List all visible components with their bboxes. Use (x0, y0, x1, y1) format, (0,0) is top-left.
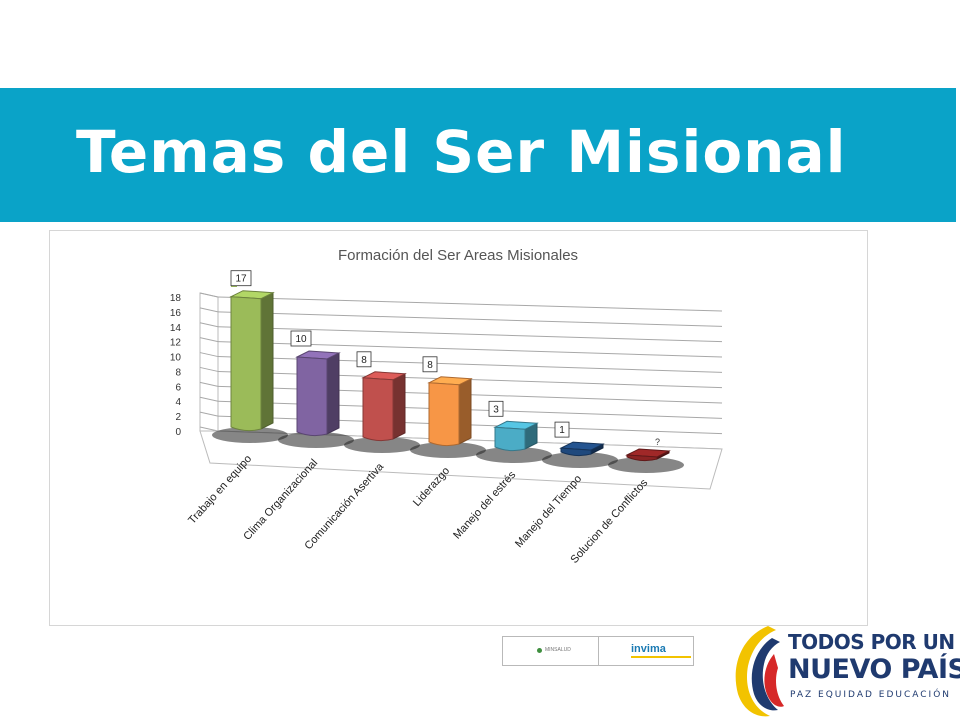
bar-6 (560, 447, 592, 457)
page-title: Temas del Ser Misional (76, 118, 847, 186)
bar-shadow (212, 427, 288, 443)
side-wall (199, 292, 219, 432)
gridline (217, 326, 723, 343)
y-tick-label: 2 (175, 412, 181, 423)
y-tick-label: 0 (175, 427, 181, 438)
government-brand: TODOS POR UN NUEVO PAÍS PAZ EQUIDAD EDUC… (728, 624, 960, 720)
gridline-side (199, 411, 219, 417)
data-label: 3 (493, 404, 499, 415)
invima-logo: invima (631, 643, 666, 655)
data-label-box (422, 356, 438, 373)
bar-2 (296, 356, 328, 437)
gridline (217, 296, 723, 312)
bar-chart: Formación del Ser Areas Misionales 0 2 4 6 8 1… (170, 247, 723, 566)
data-label-box (356, 351, 372, 368)
data-label: 10 (295, 334, 307, 345)
y-tick-label: 18 (170, 293, 182, 304)
data-label: 8 (427, 360, 433, 371)
gridline-side (199, 352, 219, 358)
brand-line-3: PAZ EQUIDAD EDUCACIÓN (790, 690, 952, 700)
x-tick-label: Manejo del estrés (451, 469, 518, 542)
logo-divider (598, 637, 599, 665)
bar-side (260, 291, 274, 430)
data-label-box (554, 421, 570, 438)
bar-4 (428, 382, 460, 447)
y-tick-label: 12 (170, 338, 182, 349)
minsalud-logo-icon (537, 648, 542, 653)
bar-shadow (542, 452, 618, 468)
bar-shadow (410, 442, 486, 458)
bar-shadow (344, 437, 420, 453)
brand-swoosh-icon (735, 626, 784, 717)
minsalud-logo: MINSALUD (545, 647, 571, 653)
bar-shadow (278, 432, 354, 448)
bar-5 (494, 426, 526, 452)
gridline (217, 311, 723, 327)
chart-title: Formación del Ser Areas Misionales (338, 247, 578, 264)
y-tick-label: 10 (170, 353, 182, 364)
brand-line-2: NUEVO PAÍS (788, 654, 960, 685)
y-tick-label: 16 (170, 308, 182, 319)
data-label: 1 (559, 425, 565, 436)
bar-side (458, 377, 472, 445)
gridline-side (199, 366, 219, 372)
invima-logo-underline (631, 656, 691, 658)
bar-7 (626, 454, 658, 462)
partner-logos: MINSALUD invima (502, 636, 694, 666)
data-label-box (290, 330, 312, 347)
y-tick-label: 14 (170, 323, 182, 334)
gridline-side (199, 307, 219, 313)
gridline-side (199, 292, 219, 298)
data-label-box (488, 400, 504, 417)
chart-frame: Formación del Ser Areas Misionales 0 2 4 6 8 1… (49, 230, 868, 626)
bar-side (326, 352, 340, 435)
bar-shadow (608, 457, 684, 473)
gridline-side (199, 337, 219, 343)
brand-line-1: TODOS POR UN (788, 630, 955, 654)
title-banner (0, 88, 956, 222)
y-tick-label: 6 (175, 382, 181, 393)
data-label-box (230, 270, 252, 287)
bar-3 (362, 377, 394, 442)
x-tick-label: Solucion de Conflictos (568, 477, 650, 566)
bar-side (392, 372, 406, 440)
gridline (217, 356, 723, 373)
x-tick-label: Clima Organizacional (241, 457, 320, 543)
bar-shadow (476, 447, 552, 463)
gridline-side (199, 322, 219, 328)
x-tick-label: Comunicación Asertiva (302, 460, 386, 552)
x-tick-label: Manejo del Tiempo (513, 473, 584, 550)
data-label: ? (655, 437, 660, 447)
gridline-side (199, 396, 219, 402)
gridline-side (199, 381, 219, 387)
y-tick-label: 8 (175, 367, 181, 378)
data-label: 8 (361, 355, 367, 366)
gridline-side (199, 426, 219, 432)
y-tick-label: 4 (175, 397, 181, 408)
data-label: 17 (235, 274, 247, 285)
bar-1 (230, 296, 262, 432)
